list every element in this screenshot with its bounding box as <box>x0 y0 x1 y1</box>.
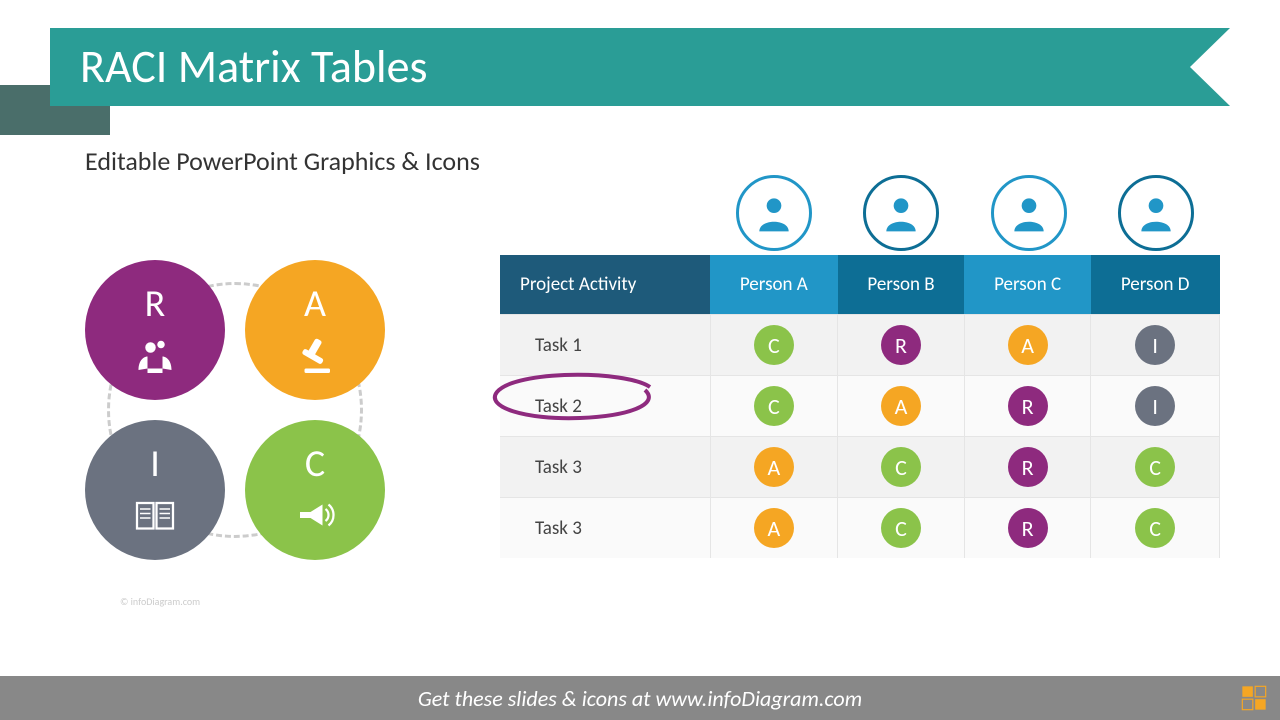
raci-cell: C <box>1091 498 1220 559</box>
raci-badge-c: C <box>754 386 794 426</box>
raci-cell: A <box>710 498 838 559</box>
quad-letter: I <box>150 441 160 487</box>
footer-bar: Get these slides & icons at www.infoDiag… <box>0 676 1280 720</box>
raci-badge-i: I <box>1135 325 1175 365</box>
task-label: Task 3 <box>500 498 710 559</box>
avatar-1 <box>736 175 812 251</box>
raci-cell: C <box>710 315 838 376</box>
raci-table: Project ActivityPerson APerson BPerson C… <box>500 255 1220 558</box>
raci-badge-r: R <box>1008 386 1048 426</box>
raci-badge-c: C <box>881 508 921 548</box>
person-icon <box>1134 191 1178 235</box>
raci-cell: R <box>964 376 1090 437</box>
raci-cell: R <box>964 498 1090 559</box>
raci-table-wrap: Project ActivityPerson APerson BPerson C… <box>500 255 1220 558</box>
book-icon <box>131 491 179 539</box>
quad-i: I <box>85 420 225 560</box>
hands-gears-icon <box>131 331 179 379</box>
raci-badge-a: A <box>754 447 794 487</box>
watermark: © infoDiagram.com <box>120 595 200 608</box>
raci-cell: A <box>838 376 965 437</box>
avatar-3 <box>991 175 1067 251</box>
col-person: Person B <box>838 255 965 315</box>
gavel-icon <box>291 331 339 379</box>
raci-cell: C <box>838 437 965 498</box>
title-banner: RACI Matrix Tables <box>50 28 1230 106</box>
raci-badge-r: R <box>1008 508 1048 548</box>
subtitle: Editable PowerPoint Graphics & Icons <box>85 145 480 177</box>
avatar-4 <box>1118 175 1194 251</box>
raci-badge-r: R <box>881 325 921 365</box>
raci-badge-a: A <box>1008 325 1048 365</box>
raci-badge-c: C <box>754 325 794 365</box>
quad-a: A <box>245 260 385 400</box>
table-row: Task 3 A C R C <box>500 437 1220 498</box>
person-icon <box>752 191 796 235</box>
quad-c: C <box>245 420 385 560</box>
quad-letter: R <box>145 281 166 327</box>
raci-cell: R <box>964 437 1090 498</box>
task-label: Task 3 <box>500 437 710 498</box>
col-person: Person A <box>710 255 838 315</box>
table-row: Task 1 C R A I <box>500 315 1220 376</box>
raci-badge-c: C <box>1135 508 1175 548</box>
raci-quad-diagram: R A I C <box>85 260 385 560</box>
raci-cell: R <box>838 315 965 376</box>
avatar-row <box>710 175 1220 251</box>
raci-cell: A <box>710 437 838 498</box>
raci-badge-r: R <box>1008 447 1048 487</box>
col-person: Person C <box>964 255 1090 315</box>
raci-cell: C <box>710 376 838 437</box>
task-label: Task 1 <box>500 315 710 376</box>
raci-badge-c: C <box>881 447 921 487</box>
table-row: Task 3 A C R C <box>500 498 1220 559</box>
footer-logo-icon <box>1240 684 1268 712</box>
footer-text: Get these slides & icons at www.infoDiag… <box>418 685 862 712</box>
col-person: Person D <box>1091 255 1220 315</box>
table-row: Task 2 C A R I <box>500 376 1220 437</box>
raci-cell: I <box>1091 315 1220 376</box>
raci-badge-a: A <box>754 508 794 548</box>
raci-cell: C <box>838 498 965 559</box>
col-activity: Project Activity <box>500 255 710 315</box>
raci-cell: A <box>964 315 1090 376</box>
person-icon <box>1007 191 1051 235</box>
raci-badge-c: C <box>1135 447 1175 487</box>
page-title: RACI Matrix Tables <box>80 39 428 95</box>
quad-letter: A <box>304 281 326 327</box>
megaphone-icon <box>291 491 339 539</box>
task-label: Task 2 <box>500 376 710 437</box>
person-icon <box>879 191 923 235</box>
quad-r: R <box>85 260 225 400</box>
raci-cell: I <box>1091 376 1220 437</box>
raci-cell: C <box>1091 437 1220 498</box>
raci-badge-a: A <box>881 386 921 426</box>
quad-letter: C <box>305 441 325 487</box>
raci-badge-i: I <box>1135 386 1175 426</box>
avatar-2 <box>863 175 939 251</box>
